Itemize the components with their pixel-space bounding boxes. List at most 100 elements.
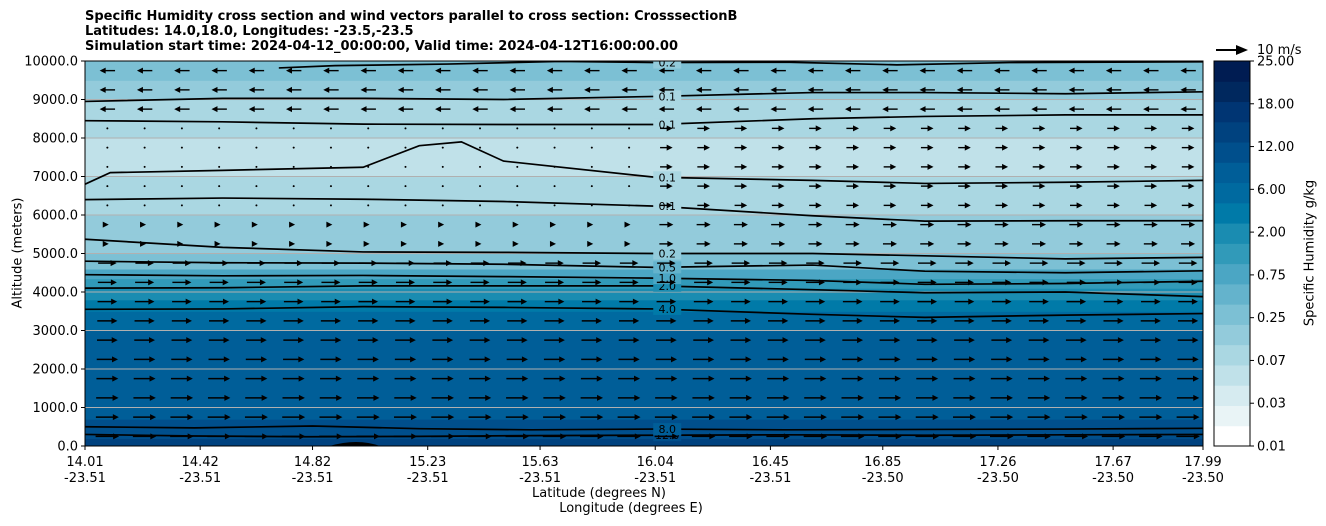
colorbar-tick-label: 0.25 — [1257, 311, 1286, 326]
wind-vector — [285, 106, 302, 113]
wind-vector — [883, 183, 897, 190]
wind-vector — [97, 279, 117, 286]
wind-vector — [246, 298, 267, 305]
wind-vector — [553, 127, 556, 130]
humidity-band — [85, 99, 1203, 120]
wind-vector — [991, 356, 1013, 363]
wind-vector — [771, 144, 785, 151]
wind-vector — [1180, 86, 1196, 93]
wind-vector — [619, 279, 639, 286]
wind-vector — [357, 337, 379, 344]
wind-vector — [770, 106, 786, 113]
wind-vector — [920, 163, 934, 170]
wind-vector — [397, 86, 414, 93]
wind-vector — [357, 375, 380, 382]
wind-vector — [1028, 337, 1050, 344]
wind-vector — [209, 298, 229, 305]
humidity-band — [85, 253, 1203, 270]
wind-vector — [1107, 202, 1120, 209]
wind-vector — [1143, 106, 1159, 113]
wind-vector — [1069, 221, 1084, 228]
wind-vector — [357, 356, 379, 363]
wind-vector — [143, 185, 146, 188]
wind-vector — [617, 394, 641, 401]
wind-vector — [1141, 260, 1161, 267]
wind-vector — [135, 279, 155, 286]
wind-vector — [879, 337, 901, 344]
contour-label: 0.2 — [658, 248, 676, 261]
colorbar-tick-label: 25.00 — [1257, 55, 1294, 70]
wind-vector — [1139, 414, 1163, 421]
wind-vector — [1031, 86, 1047, 93]
wind-vector — [472, 67, 488, 74]
humidity-band — [85, 138, 1203, 158]
wind-vector — [395, 317, 416, 324]
wind-vector — [656, 279, 676, 286]
wind-vector — [218, 165, 221, 168]
wind-vector — [845, 240, 860, 247]
wind-vector — [733, 67, 749, 74]
wind-vector — [1177, 375, 1200, 382]
wind-vector — [766, 414, 790, 421]
colorbar-segment — [1214, 101, 1250, 123]
wind-vector — [248, 106, 265, 113]
wind-vector — [1027, 433, 1051, 440]
y-tick-label: 9000.0 — [33, 93, 79, 108]
wind-vector — [771, 202, 785, 209]
wind-vector — [1181, 125, 1195, 132]
wind-vector — [367, 146, 370, 149]
wind-vector — [543, 414, 567, 421]
wind-vector — [809, 163, 822, 170]
colorbar-tick-label: 0.03 — [1257, 397, 1286, 412]
wind-vector — [543, 356, 566, 363]
wind-vector — [1069, 240, 1084, 247]
wind-vector — [809, 183, 822, 190]
wind-vector — [214, 240, 221, 247]
wind-vector — [958, 163, 971, 170]
wind-vector — [512, 221, 519, 228]
colorbar-tick-label: 0.75 — [1257, 268, 1286, 283]
wind-vector — [842, 356, 864, 363]
x-axis: 14.01-23.5114.42-23.5114.82-23.5115.23-2… — [64, 446, 1224, 486]
wind-vector — [954, 298, 975, 305]
colorbar-tick-label: 6.00 — [1257, 183, 1286, 198]
wind-vector — [469, 337, 491, 344]
wind-vector — [441, 127, 444, 130]
wind-vector — [136, 67, 153, 74]
wind-vector — [255, 165, 258, 168]
wind-vector — [546, 67, 563, 74]
wind-vector — [880, 260, 900, 267]
wind-vector — [692, 394, 715, 401]
wind-vector — [990, 433, 1014, 440]
wind-vector — [1065, 356, 1087, 363]
wind-vector — [581, 317, 602, 324]
contour-line — [85, 425, 1203, 431]
wind-vector — [880, 298, 900, 305]
wind-vector — [367, 185, 370, 188]
wind-vector — [619, 317, 640, 324]
wind-vector — [621, 86, 637, 93]
wind-vector — [553, 204, 556, 207]
wind-vector — [283, 356, 305, 363]
y-tick-label: 6000.0 — [33, 209, 79, 224]
wind-vector — [400, 240, 407, 247]
wind-vector — [916, 356, 938, 363]
wind-vector — [1139, 433, 1163, 440]
wind-vector — [400, 221, 407, 228]
wind-vector — [358, 260, 378, 267]
wind-vector — [656, 298, 677, 305]
title-line-3: Simulation start time: 2024-04-12_00:00:… — [85, 39, 678, 54]
wind-vector — [323, 67, 339, 74]
wind-vector — [919, 106, 935, 113]
wind-vector — [803, 414, 827, 421]
wind-vector — [957, 221, 972, 228]
wind-vector — [804, 375, 827, 382]
wind-vector — [283, 337, 305, 344]
title-line-2: Latitudes: 14.0,18.0, Longitudes: -23.5,… — [85, 24, 414, 39]
wind-vector — [771, 240, 786, 247]
x-tick-label-latitude: 14.42 — [182, 455, 219, 470]
wind-vector — [1068, 106, 1084, 113]
wind-vector — [952, 433, 977, 440]
contour-label-bg — [653, 302, 682, 315]
wind-vector — [1032, 221, 1047, 228]
